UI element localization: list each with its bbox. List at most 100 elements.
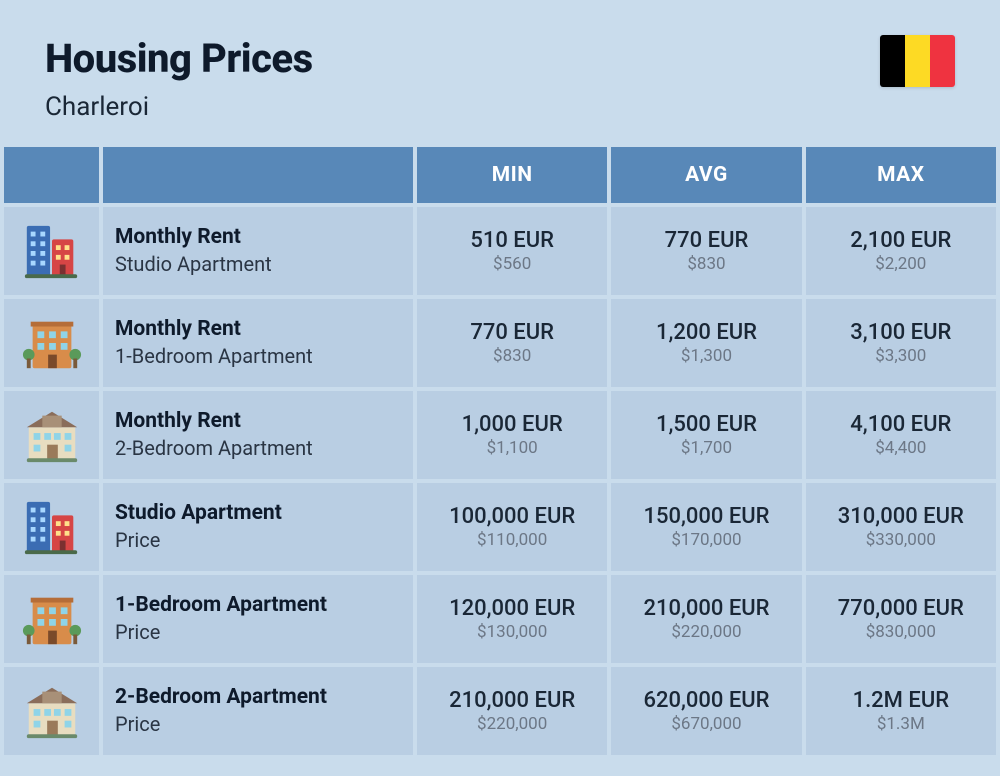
avg-eur: 620,000 EUR — [643, 687, 769, 715]
min-cell: 210,000 EUR$220,000 — [417, 667, 607, 755]
min-cell: 770 EUR$830 — [417, 299, 607, 387]
min-eur: 770 EUR — [470, 319, 554, 347]
row-icon-cell — [4, 391, 99, 479]
row-label-cell: 2-Bedroom ApartmentPrice — [103, 667, 413, 755]
avg-cell: 150,000 EUR$170,000 — [611, 483, 801, 571]
max-eur: 4,100 EUR — [850, 411, 951, 439]
avg-eur: 770 EUR — [665, 227, 749, 255]
avg-cell: 1,500 EUR$1,700 — [611, 391, 801, 479]
row-subtitle: Price — [115, 619, 403, 645]
max-usd: $3,300 — [875, 346, 926, 367]
table-header-row: MIN AVG MAX — [0, 147, 1000, 203]
row-label-cell: Studio ApartmentPrice — [103, 483, 413, 571]
row-icon-cell — [4, 575, 99, 663]
flag-stripe-black — [880, 35, 905, 87]
min-cell: 1,000 EUR$1,100 — [417, 391, 607, 479]
row-subtitle: Studio Apartment — [115, 251, 403, 277]
table-body: Monthly RentStudio Apartment510 EUR$5607… — [0, 207, 1000, 755]
table-row: Monthly Rent2-Bedroom Apartment1,000 EUR… — [4, 391, 996, 479]
th-max: MAX — [806, 147, 996, 203]
table-row: Studio ApartmentPrice100,000 EUR$110,000… — [4, 483, 996, 571]
avg-cell: 210,000 EUR$220,000 — [611, 575, 801, 663]
max-cell: 2,100 EUR$2,200 — [806, 207, 996, 295]
row-icon-cell — [4, 207, 99, 295]
apartment-icon — [21, 588, 83, 650]
avg-eur: 1,200 EUR — [656, 319, 757, 347]
avg-usd: $170,000 — [671, 530, 741, 551]
max-eur: 3,100 EUR — [850, 319, 951, 347]
avg-usd: $220,000 — [671, 622, 741, 643]
max-usd: $4,400 — [875, 438, 926, 459]
row-icon-cell — [4, 667, 99, 755]
th-label-spacer — [103, 147, 413, 203]
max-usd: $2,200 — [875, 254, 926, 275]
max-eur: 2,100 EUR — [850, 227, 951, 255]
header: Housing Prices Charleroi — [0, 0, 1000, 147]
apartment-icon — [21, 220, 83, 282]
page-subtitle: Charleroi — [45, 92, 313, 122]
avg-eur: 1,500 EUR — [656, 411, 757, 439]
min-usd: $560 — [493, 254, 531, 275]
row-title: Monthly Rent — [115, 409, 403, 434]
min-usd: $220,000 — [477, 714, 547, 735]
min-usd: $110,000 — [477, 530, 547, 551]
avg-usd: $830 — [687, 254, 725, 275]
table-row: 1-Bedroom ApartmentPrice 120,000 EUR$130,… — [4, 575, 996, 663]
row-subtitle: Price — [115, 711, 403, 737]
row-title: 2-Bedroom Apartment — [115, 685, 403, 710]
row-subtitle: 1-Bedroom Apartment — [115, 343, 403, 369]
header-left: Housing Prices Charleroi — [45, 35, 313, 122]
table-row: Monthly Rent1-Bedroom Apartment770 EUR$8… — [4, 299, 996, 387]
min-cell: 510 EUR$560 — [417, 207, 607, 295]
row-label-cell: Monthly RentStudio Apartment — [103, 207, 413, 295]
max-cell: 310,000 EUR$330,000 — [806, 483, 996, 571]
min-eur: 1,000 EUR — [462, 411, 563, 439]
page-title: Housing Prices — [45, 35, 313, 82]
min-usd: $130,000 — [477, 622, 547, 643]
apartment-icon — [21, 680, 83, 742]
row-label-cell: 1-Bedroom ApartmentPrice — [103, 575, 413, 663]
avg-usd: $670,000 — [671, 714, 741, 735]
max-usd: $330,000 — [866, 530, 936, 551]
th-icon-spacer — [4, 147, 99, 203]
flag-stripe-yellow — [905, 35, 930, 87]
min-usd: $830 — [493, 346, 531, 367]
row-title: 1-Bedroom Apartment — [115, 593, 403, 618]
flag-stripe-red — [930, 35, 955, 87]
avg-cell: 1,200 EUR$1,300 — [611, 299, 801, 387]
max-usd: $1.3M — [877, 714, 925, 735]
min-eur: 100,000 EUR — [449, 503, 575, 531]
max-eur: 1.2M EUR — [853, 687, 950, 715]
max-cell: 1.2M EUR$1.3M — [806, 667, 996, 755]
avg-usd: $1,300 — [681, 346, 732, 367]
row-subtitle: Price — [115, 527, 403, 553]
min-usd: $1,100 — [487, 438, 538, 459]
row-icon-cell — [4, 299, 99, 387]
max-cell: 770,000 EUR$830,000 — [806, 575, 996, 663]
min-eur: 120,000 EUR — [449, 595, 575, 623]
min-eur: 210,000 EUR — [449, 687, 575, 715]
row-icon-cell — [4, 483, 99, 571]
avg-usd: $1,700 — [681, 438, 732, 459]
apartment-icon — [21, 312, 83, 374]
row-title: Monthly Rent — [115, 225, 403, 250]
apartment-icon — [21, 404, 83, 466]
avg-eur: 210,000 EUR — [643, 595, 769, 623]
avg-cell: 770 EUR$830 — [611, 207, 801, 295]
max-cell: 4,100 EUR$4,400 — [806, 391, 996, 479]
apartment-icon — [21, 496, 83, 558]
min-cell: 100,000 EUR$110,000 — [417, 483, 607, 571]
avg-cell: 620,000 EUR$670,000 — [611, 667, 801, 755]
table-row: Monthly RentStudio Apartment510 EUR$5607… — [4, 207, 996, 295]
max-cell: 3,100 EUR$3,300 — [806, 299, 996, 387]
row-label-cell: Monthly Rent2-Bedroom Apartment — [103, 391, 413, 479]
min-eur: 510 EUR — [470, 227, 554, 255]
row-label-cell: Monthly Rent1-Bedroom Apartment — [103, 299, 413, 387]
belgium-flag-icon — [880, 35, 955, 87]
max-eur: 310,000 EUR — [838, 503, 964, 531]
th-avg: AVG — [611, 147, 801, 203]
avg-eur: 150,000 EUR — [643, 503, 769, 531]
max-eur: 770,000 EUR — [838, 595, 964, 623]
th-min: MIN — [417, 147, 607, 203]
row-title: Studio Apartment — [115, 501, 403, 526]
